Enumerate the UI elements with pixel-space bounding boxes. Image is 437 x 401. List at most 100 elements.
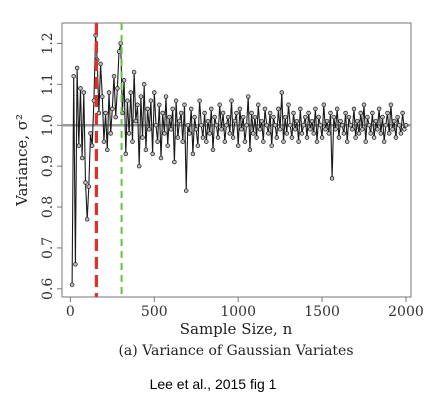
data-point [386,131,392,136]
data-point [309,118,315,124]
data-point [348,122,353,128]
data-point [360,127,365,132]
y-tick-label: 0.8 [40,196,56,218]
data-point [279,90,285,95]
data-point [105,147,110,153]
series-layer [69,33,409,287]
data-point [220,110,226,116]
data-point [247,147,253,153]
data-point [403,122,409,128]
data-point [123,151,129,157]
data-point [212,114,217,120]
data-point [370,110,375,116]
data-point [86,184,92,189]
x-tick-label: 0 [66,304,75,320]
data-point [100,94,105,99]
data-point [155,139,160,144]
data-point [98,61,103,67]
data-point [162,131,167,136]
data-point [192,114,197,120]
data-point [308,127,313,132]
data-point [240,114,246,120]
data-point [237,106,243,112]
data-point [73,262,78,267]
data-point [249,110,254,116]
data-point [125,98,130,103]
data-point [147,127,152,132]
data-point [170,106,175,112]
data-point [136,163,142,169]
data-point [239,127,244,132]
data-point [210,147,216,153]
data-point [324,118,330,124]
data-point [160,110,165,116]
data-point [152,90,157,95]
data-point [190,151,196,157]
data-point [252,114,258,120]
data-point [177,118,182,124]
data-point [141,82,147,87]
data-point [286,102,291,108]
data-point [76,143,82,148]
data-point [78,86,83,91]
data-point [217,102,222,108]
y-tick-label: 1.1 [40,73,56,95]
data-point [388,102,394,108]
data-point [272,122,278,128]
data-point [71,73,76,79]
data-point [328,110,333,116]
data-point [267,110,273,116]
data-point [284,131,290,136]
data-point [79,155,85,161]
data-point [296,139,301,144]
data-point [172,159,177,165]
data-point [103,110,108,116]
data-point [245,94,251,99]
data-point [113,114,118,120]
data-point [343,110,348,116]
data-point [225,114,231,120]
y-tick-label: 0.9 [40,155,56,177]
data-point [383,122,389,128]
data-point [378,131,384,136]
y-tick-label: 0.7 [40,237,56,259]
data-point [116,49,122,54]
data-point [121,78,127,83]
data-point [289,135,295,140]
data-point [74,65,80,71]
y-tick-label: 1.0 [40,114,56,136]
data-point [115,86,120,91]
data-point [311,131,316,136]
y-axis-label: Variance, σ² [13,114,31,207]
data-point [346,114,352,120]
data-point [301,122,306,128]
data-point [298,106,303,112]
y-tick-label: 1.2 [40,32,56,54]
data-point [110,106,115,112]
data-point [376,106,382,112]
x-tick-label: 500 [141,304,168,320]
data-point [242,139,248,144]
y-ticks: 0.6 0.7 0.8 0.9 1.0 1.1 1.2 [40,32,62,300]
x-tick-label: 1500 [304,304,340,320]
data-point [326,131,332,136]
data-point [373,118,379,124]
data-point [234,110,239,116]
data-point [131,69,137,75]
data-point [266,131,271,136]
data-point [182,102,187,108]
data-point [292,127,298,132]
data-point [183,188,189,193]
data-point [282,114,288,120]
data-point [287,122,293,128]
vertical-markers-layer [94,23,123,297]
data-point [363,139,368,144]
data-point [88,131,93,136]
data-point [336,135,342,140]
data-point [356,131,362,136]
data-point [200,135,206,140]
data-point [229,98,234,103]
data-point [126,131,132,136]
data-point [175,135,181,140]
